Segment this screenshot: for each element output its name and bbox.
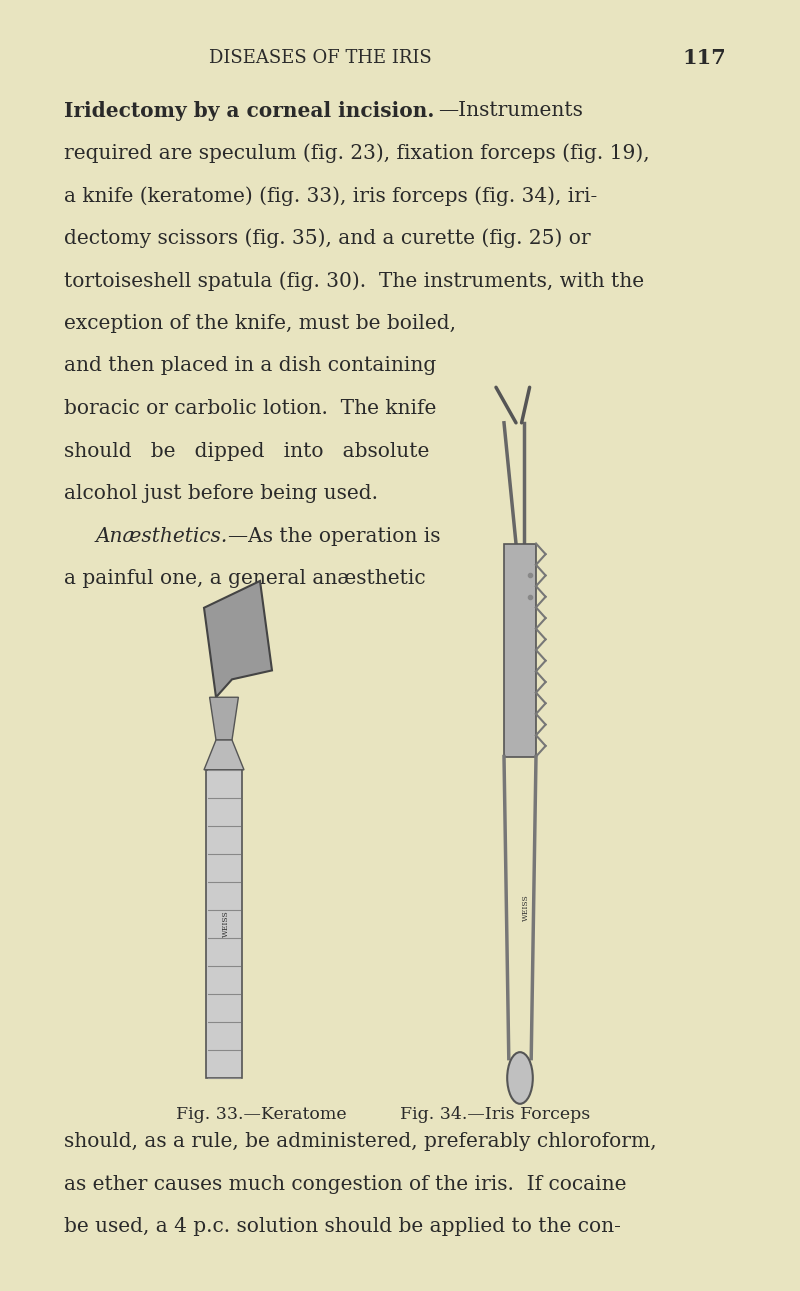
Text: DISEASES OF THE IRIS: DISEASES OF THE IRIS: [209, 49, 431, 67]
Text: dectomy scissors (fig. 35), and a curette (fig. 25) or: dectomy scissors (fig. 35), and a curett…: [64, 229, 590, 248]
Text: —As the operation is: —As the operation is: [228, 527, 441, 546]
Text: boracic or carbolic lotion.  The knife: boracic or carbolic lotion. The knife: [64, 399, 436, 418]
Text: Fig. 33.—Keratome: Fig. 33.—Keratome: [176, 1106, 346, 1123]
Polygon shape: [204, 740, 244, 769]
Text: Anæsthetics.: Anæsthetics.: [96, 527, 228, 546]
Text: be used, a 4 p.c. solution should be applied to the con-: be used, a 4 p.c. solution should be app…: [64, 1217, 621, 1237]
Text: a painful one, a general anæsthetic: a painful one, a general anæsthetic: [64, 569, 426, 589]
Polygon shape: [210, 697, 238, 740]
Text: required are speculum (fig. 23), fixation forceps (fig. 19),: required are speculum (fig. 23), fixatio…: [64, 143, 650, 163]
Text: Iridectomy by a corneal incision.: Iridectomy by a corneal incision.: [64, 101, 434, 120]
Text: 117: 117: [682, 48, 726, 68]
Text: as ether causes much congestion of the iris.  If cocaine: as ether causes much congestion of the i…: [64, 1175, 626, 1194]
Text: Fig. 34.—Iris Forceps: Fig. 34.—Iris Forceps: [400, 1106, 590, 1123]
Text: WEISS: WEISS: [222, 910, 230, 937]
Text: should   be   dipped   into   absolute: should be dipped into absolute: [64, 442, 430, 461]
Ellipse shape: [507, 1052, 533, 1104]
Text: alcohol just before being used.: alcohol just before being used.: [64, 484, 378, 503]
Text: and then placed in a dish containing: and then placed in a dish containing: [64, 356, 436, 376]
Text: tortoiseshell spatula (fig. 30).  The instruments, with the: tortoiseshell spatula (fig. 30). The ins…: [64, 271, 644, 290]
Polygon shape: [206, 769, 242, 1078]
Text: —Instruments: —Instruments: [438, 101, 583, 120]
Polygon shape: [504, 544, 536, 757]
Text: a knife (keratome) (fig. 33), iris forceps (fig. 34), iri-: a knife (keratome) (fig. 33), iris force…: [64, 186, 598, 205]
Text: should, as a rule, be administered, preferably chloroform,: should, as a rule, be administered, pref…: [64, 1132, 657, 1152]
Text: WEISS: WEISS: [522, 895, 530, 920]
Polygon shape: [204, 581, 272, 697]
Text: exception of the knife, must be boiled,: exception of the knife, must be boiled,: [64, 314, 456, 333]
